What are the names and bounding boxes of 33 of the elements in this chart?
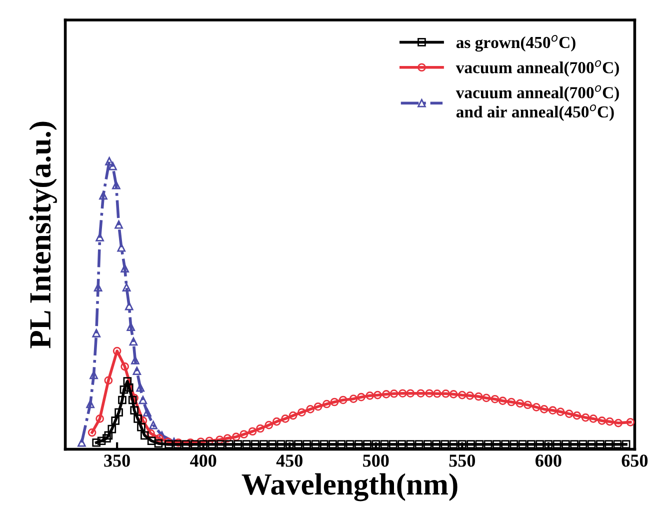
point [105, 157, 114, 166]
point [131, 356, 140, 364]
legend-label: as grown(450$^{o}$C) [456, 35, 576, 52]
point [86, 400, 94, 408]
point [78, 438, 86, 447]
y-axis-title: PL Intensity(a.u.) [29, 122, 57, 348]
point [129, 337, 138, 346]
x-tick-label: 350 [104, 454, 130, 467]
point [92, 328, 101, 338]
x-tick-label: 450 [276, 454, 302, 467]
point [112, 180, 120, 190]
point [117, 243, 126, 252]
x-tick-label: 550 [449, 454, 476, 467]
x-axis-title: Wavelength(nm) [242, 473, 458, 502]
point [96, 233, 104, 242]
point [108, 162, 117, 170]
point [90, 370, 98, 380]
point [99, 191, 108, 200]
x-tick-label: 600 [536, 454, 562, 467]
point [114, 220, 123, 229]
point [122, 283, 131, 292]
point [120, 264, 129, 273]
point [138, 396, 148, 404]
point [143, 408, 152, 417]
x-tick-label: 500 [363, 454, 389, 467]
point [124, 302, 134, 310]
legend-label: vacuum anneal(700$^{o}$C) [456, 60, 619, 77]
point [132, 366, 142, 376]
point [136, 383, 145, 392]
point [149, 420, 158, 430]
legend-label: vacuum anneal(700$^{o}$C) and air anneal(450$^{o}$C) [456, 85, 619, 121]
x-tick-label: 400 [190, 454, 216, 467]
x-tick-label: 650 [622, 454, 648, 467]
